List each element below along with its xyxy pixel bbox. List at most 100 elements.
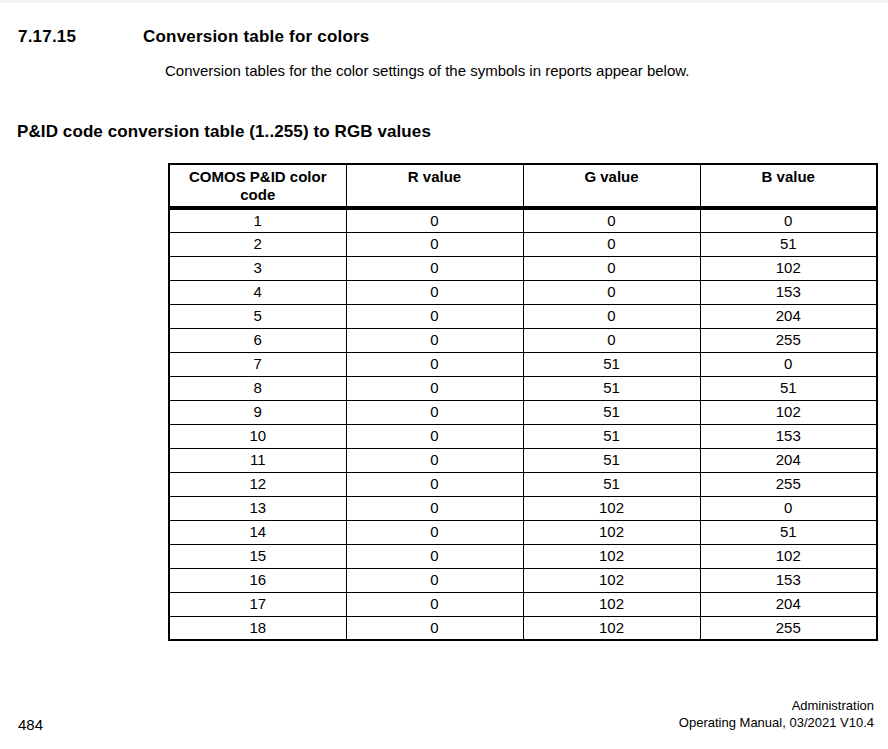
table-cell: 1: [169, 208, 346, 232]
table-cell: 0: [346, 376, 523, 400]
table-body: 1000200513001024001535002046002557051080…: [169, 208, 877, 640]
table-cell: 0: [523, 208, 700, 232]
table-cell: 0: [346, 448, 523, 472]
table-heading: P&ID code conversion table (1..255) to R…: [17, 122, 431, 142]
table-cell: 4: [169, 280, 346, 304]
table-cell: 102: [523, 520, 700, 544]
table-row: 805151: [169, 376, 877, 400]
column-header-r-value: R value: [346, 164, 523, 208]
table-cell: 3: [169, 256, 346, 280]
table-cell: 12: [169, 472, 346, 496]
table-cell: 51: [523, 448, 700, 472]
table-cell: 0: [523, 256, 700, 280]
table-cell: 17: [169, 592, 346, 616]
table-cell: 0: [346, 472, 523, 496]
footer-doc-edition: Operating Manual, 03/2021 V10.4: [679, 714, 874, 731]
table-cell: 0: [346, 208, 523, 232]
table-cell: 51: [700, 232, 877, 256]
table-row: 12051255: [169, 472, 877, 496]
table-row: 180102255: [169, 616, 877, 640]
section-title: Conversion table for colors: [143, 27, 369, 47]
table-cell: 10: [169, 424, 346, 448]
table-cell: 102: [523, 568, 700, 592]
table-cell: 0: [523, 280, 700, 304]
table-cell: 0: [346, 592, 523, 616]
section-heading: 7.17.15 Conversion table for colors: [18, 27, 870, 47]
table-row: 400153: [169, 280, 877, 304]
table-cell: 0: [700, 352, 877, 376]
table-header-row: COMOS P&ID color code R value G value B …: [169, 164, 877, 208]
table-cell: 2: [169, 232, 346, 256]
table-cell: 102: [523, 616, 700, 640]
table-cell: 0: [346, 496, 523, 520]
table-cell: 0: [346, 424, 523, 448]
footer-doc-title: Administration: [679, 697, 874, 714]
table-cell: 0: [523, 328, 700, 352]
table-cell: 153: [700, 424, 877, 448]
table-row: 300102: [169, 256, 877, 280]
table-cell: 102: [523, 496, 700, 520]
table-cell: 0: [346, 280, 523, 304]
table-cell: 0: [523, 232, 700, 256]
table-cell: 0: [523, 304, 700, 328]
column-header-pid-code: COMOS P&ID color code: [169, 164, 346, 208]
table-cell: 51: [523, 424, 700, 448]
table-cell: 51: [700, 376, 877, 400]
table-row: 20051: [169, 232, 877, 256]
table-cell: 9: [169, 400, 346, 424]
table-cell: 204: [700, 304, 877, 328]
manual-page: 7.17.15 Conversion table for colors Conv…: [0, 0, 888, 749]
table-cell: 14: [169, 520, 346, 544]
table-row: 170102204: [169, 592, 877, 616]
table-cell: 153: [700, 280, 877, 304]
table-cell: 0: [346, 232, 523, 256]
table-row: 11051204: [169, 448, 877, 472]
column-header-g-value: G value: [523, 164, 700, 208]
table-cell: 16: [169, 568, 346, 592]
table-cell: 102: [523, 592, 700, 616]
table-row: 500204: [169, 304, 877, 328]
table-cell: 204: [700, 448, 877, 472]
table-row: 150102102: [169, 544, 877, 568]
table-row: 10051153: [169, 424, 877, 448]
table-cell: 11: [169, 448, 346, 472]
table-cell: 0: [346, 520, 523, 544]
table-cell: 51: [523, 376, 700, 400]
table-cell: 153: [700, 568, 877, 592]
table-cell: 0: [346, 256, 523, 280]
column-header-b-value: B value: [700, 164, 877, 208]
table-row: 9051102: [169, 400, 877, 424]
table-row: 600255: [169, 328, 877, 352]
table-cell: 51: [523, 400, 700, 424]
table-cell: 102: [700, 544, 877, 568]
table-row: 160102153: [169, 568, 877, 592]
table-header: COMOS P&ID color code R value G value B …: [169, 164, 877, 208]
intro-paragraph: Conversion tables for the color settings…: [165, 61, 689, 80]
table-row: 14010251: [169, 520, 877, 544]
table-cell: 0: [700, 496, 877, 520]
table-cell: 6: [169, 328, 346, 352]
table-cell: 102: [523, 544, 700, 568]
table-cell: 255: [700, 472, 877, 496]
table-cell: 204: [700, 592, 877, 616]
table-cell: 8: [169, 376, 346, 400]
table-cell: 13: [169, 496, 346, 520]
table-cell: 0: [346, 616, 523, 640]
footer-doc-info: Administration Operating Manual, 03/2021…: [679, 697, 874, 731]
table-cell: 102: [700, 256, 877, 280]
table-cell: 7: [169, 352, 346, 376]
table-cell: 255: [700, 616, 877, 640]
table-cell: 5: [169, 304, 346, 328]
table-cell: 0: [346, 328, 523, 352]
table-cell: 18: [169, 616, 346, 640]
table-cell: 0: [700, 208, 877, 232]
page-top-divider: [0, 0, 888, 3]
table-cell: 15: [169, 544, 346, 568]
section-number: 7.17.15: [18, 27, 143, 47]
table-cell: 0: [346, 544, 523, 568]
table-cell: 51: [523, 472, 700, 496]
table-row: 70510: [169, 352, 877, 376]
table-cell: 0: [346, 304, 523, 328]
table-row: 1000: [169, 208, 877, 232]
table-cell: 51: [700, 520, 877, 544]
